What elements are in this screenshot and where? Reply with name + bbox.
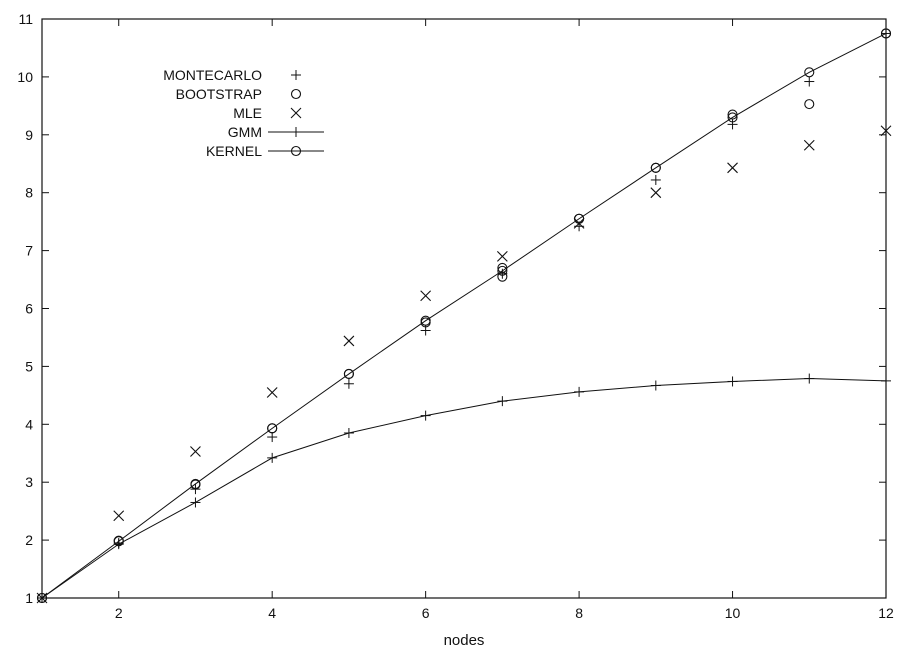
- gmm-point: [420, 410, 431, 421]
- legend-label: GMM: [228, 124, 262, 140]
- legend: MONTECARLO BOOTSTRAP MLE GMM KERNEL: [163, 67, 324, 159]
- legend-item-kernel: KERNEL: [206, 143, 324, 159]
- y-tick-label: 8: [25, 185, 33, 201]
- y-tick-label: 6: [25, 301, 33, 317]
- mle-point: [803, 139, 815, 151]
- x-tick-label: 12: [878, 605, 894, 621]
- gmm-point: [804, 373, 815, 384]
- legend-marker: [290, 107, 302, 119]
- montecarlo-point: [727, 119, 738, 130]
- gmm-line: [41, 378, 887, 599]
- mle-point: [880, 125, 892, 137]
- series-gmm: [37, 373, 891, 603]
- mle-point: [113, 510, 125, 522]
- y-tick-label: 7: [25, 243, 33, 259]
- x-tick-label: 10: [725, 605, 741, 621]
- legend-marker: [290, 145, 302, 157]
- legend-item-gmm: GMM: [228, 124, 324, 140]
- gmm-point: [343, 427, 354, 438]
- bootstrap-point: [804, 99, 815, 110]
- kernel-point: [343, 368, 354, 379]
- kernel-point: [880, 28, 892, 39]
- mle-point: [266, 387, 278, 398]
- mle-point: [190, 446, 201, 457]
- gmm-point: [190, 497, 201, 508]
- kernel-point: [650, 162, 661, 173]
- gmm-point: [650, 380, 661, 391]
- y-tick-label: 1: [25, 590, 33, 606]
- y-tick-label: 11: [18, 11, 33, 27]
- montecarlo-point: [267, 432, 278, 443]
- y-tick-label: 3: [25, 474, 33, 490]
- legend-marker: [290, 88, 302, 100]
- mle-point: [496, 251, 508, 262]
- plot-frame: [41, 18, 887, 599]
- kernel-point: [497, 265, 508, 276]
- legend-item-mle: MLE: [233, 105, 302, 121]
- legend-item-montecarlo: MONTECARLO: [163, 67, 301, 83]
- legend-marker: [291, 127, 301, 137]
- y-tick-label: 10: [17, 69, 33, 85]
- series-kernel: [36, 28, 892, 604]
- mle-point: [343, 335, 355, 347]
- kernel-point: [267, 423, 278, 434]
- kernel-point: [804, 67, 815, 78]
- series-montecarlo: [37, 28, 891, 603]
- axis-ticks: [42, 18, 887, 599]
- gmm-point: [727, 376, 738, 387]
- x-tick-label: 6: [422, 605, 430, 621]
- mle-point: [420, 290, 432, 302]
- mle-point: [727, 162, 738, 174]
- legend-marker: [291, 70, 301, 80]
- montecarlo-point: [343, 378, 354, 389]
- mle-point: [650, 187, 662, 199]
- kernel-point: [113, 536, 124, 547]
- series-layer: [36, 28, 892, 604]
- gmm-point: [497, 396, 508, 407]
- x-axis-title: nodes: [444, 632, 485, 649]
- x-tick-label: 4: [268, 605, 276, 621]
- gmm-point: [881, 375, 891, 386]
- kernel-line: [41, 33, 887, 599]
- kernel-point: [36, 592, 48, 604]
- legend-label: KERNEL: [206, 143, 262, 159]
- y-tick-label: 9: [25, 127, 33, 143]
- y-tick-label: 4: [25, 416, 33, 432]
- montecarlo-point: [804, 76, 815, 87]
- kernel-point: [420, 315, 431, 326]
- legend-label: MLE: [233, 105, 262, 121]
- gmm-point: [574, 386, 585, 397]
- montecarlo-point: [650, 174, 661, 185]
- x-tick-label: 8: [575, 605, 583, 621]
- gmm-point: [267, 452, 278, 463]
- y-tick-label: 2: [25, 532, 33, 548]
- kernel-point: [190, 478, 201, 489]
- kernel-point: [574, 213, 585, 224]
- kernel-point: [727, 112, 738, 123]
- legend-label: BOOTSTRAP: [176, 86, 262, 102]
- x-tick-label: 2: [115, 605, 123, 621]
- series-mle: [36, 125, 892, 604]
- legend-label: MONTECARLO: [163, 67, 262, 83]
- series-bootstrap: [36, 28, 892, 604]
- legend-item-bootstrap: BOOTSTRAP: [176, 86, 302, 102]
- y-tick-label: 5: [25, 358, 33, 374]
